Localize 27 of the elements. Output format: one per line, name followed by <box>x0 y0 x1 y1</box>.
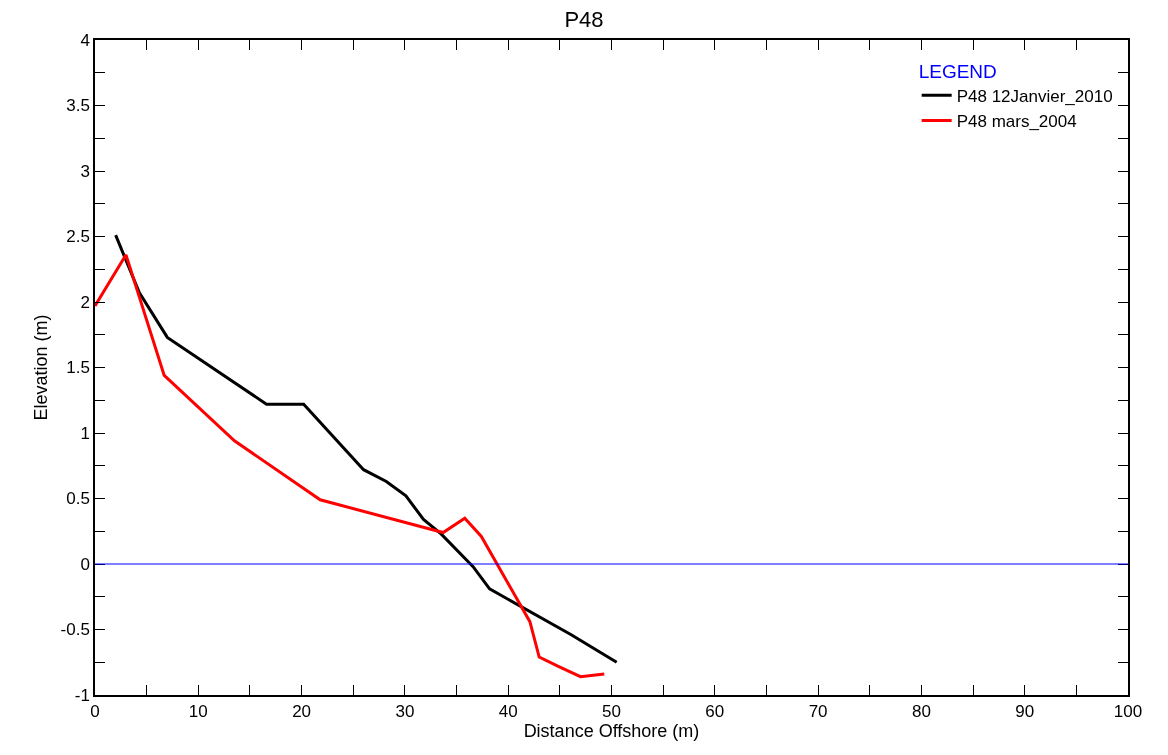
x-tick-label: 100 <box>1113 702 1143 722</box>
x-tick-label: 20 <box>292 702 312 722</box>
x-axis-title: Distance Offshore (m) <box>523 721 700 742</box>
x-tick-label: 40 <box>498 702 518 722</box>
legend-label: P48 12Janvier_2010 <box>956 86 1113 106</box>
x-tick-label: 30 <box>395 702 415 722</box>
y-tick-label: 3.5 <box>66 96 90 116</box>
x-tick-label: 10 <box>188 702 208 722</box>
y-tick-label: 3 <box>80 161 90 181</box>
y-axis-title: Elevation (m) <box>31 314 52 421</box>
legend-title: LEGEND <box>918 60 997 82</box>
y-tick-label: 2 <box>80 292 90 312</box>
x-tick-label: 50 <box>602 702 621 722</box>
legend-label: P48 mars_2004 <box>956 112 1077 132</box>
x-tick-label: 80 <box>911 702 931 722</box>
y-tick-label: 0 <box>80 554 90 574</box>
y-tick-label: 4 <box>80 30 90 50</box>
x-tick-label: 70 <box>808 702 828 722</box>
x-tick-label: 90 <box>1015 702 1035 722</box>
y-tick-label: 0.5 <box>66 489 90 509</box>
x-tick-label: 60 <box>705 702 725 722</box>
y-tick-label: 1 <box>80 423 90 443</box>
y-tick-label: -1 <box>74 685 90 705</box>
y-tick-label: 1.5 <box>66 358 90 378</box>
chart-title: P48 <box>564 6 604 32</box>
y-tick-label: -0.5 <box>60 620 90 640</box>
y-tick-label: 2.5 <box>66 227 90 247</box>
